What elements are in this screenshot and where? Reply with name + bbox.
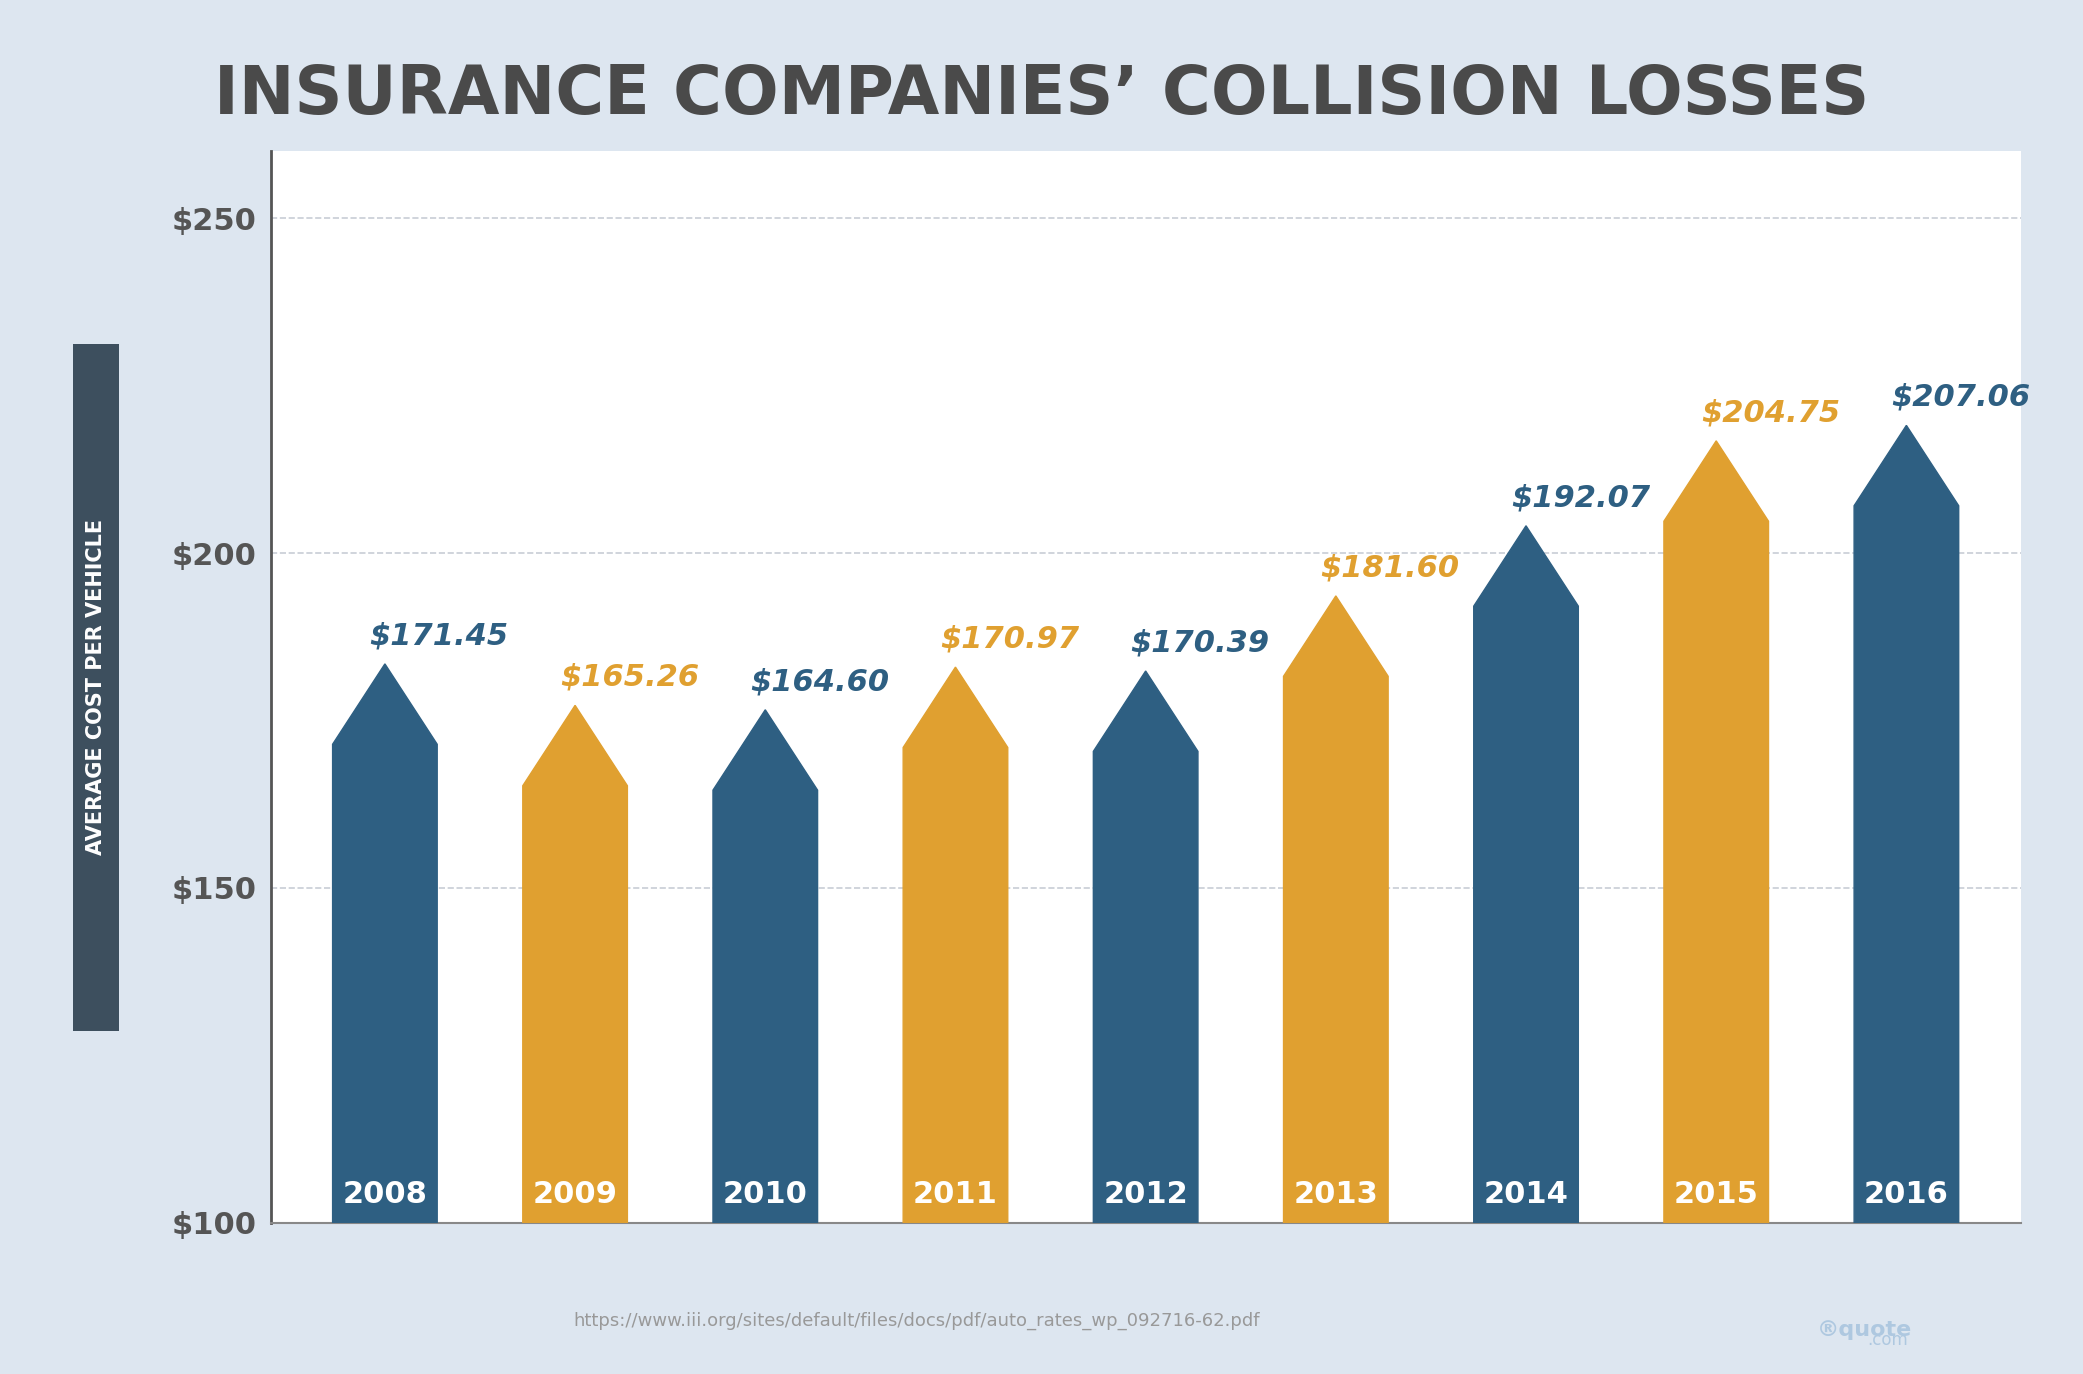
Text: INSURANCE COMPANIES’ COLLISION LOSSES: INSURANCE COMPANIES’ COLLISION LOSSES xyxy=(215,62,1868,128)
Text: $170.39: $170.39 xyxy=(1131,628,1269,658)
Text: .com: .com xyxy=(1866,1331,1908,1349)
Polygon shape xyxy=(1094,671,1198,1223)
Text: 2012: 2012 xyxy=(1104,1180,1187,1209)
Text: AVERAGE COST PER VEHICLE: AVERAGE COST PER VEHICLE xyxy=(85,519,106,855)
Text: $164.60: $164.60 xyxy=(750,668,889,697)
Polygon shape xyxy=(333,664,437,1223)
Polygon shape xyxy=(904,668,1008,1223)
Text: $181.60: $181.60 xyxy=(1321,554,1460,583)
Text: 2015: 2015 xyxy=(1675,1180,1758,1209)
Polygon shape xyxy=(1664,441,1768,1223)
Text: $192.07: $192.07 xyxy=(1510,484,1650,513)
Text: $170.97: $170.97 xyxy=(939,625,1079,654)
Text: 2013: 2013 xyxy=(1294,1180,1379,1209)
Polygon shape xyxy=(1283,596,1387,1223)
Text: 2009: 2009 xyxy=(533,1180,617,1209)
Text: https://www.iii.org/sites/default/files/docs/pdf/auto_rates_wp_092716-62.pdf: https://www.iii.org/sites/default/files/… xyxy=(573,1312,1260,1330)
Polygon shape xyxy=(712,710,817,1223)
Text: 2016: 2016 xyxy=(1864,1180,1950,1209)
Text: ®quote: ®quote xyxy=(1816,1319,1912,1340)
Text: 2008: 2008 xyxy=(342,1180,427,1209)
Text: $165.26: $165.26 xyxy=(560,664,700,692)
Text: 2011: 2011 xyxy=(912,1180,998,1209)
Polygon shape xyxy=(1475,526,1579,1223)
Text: 2010: 2010 xyxy=(723,1180,808,1209)
Text: 2014: 2014 xyxy=(1483,1180,1568,1209)
Polygon shape xyxy=(523,705,627,1223)
Text: $204.75: $204.75 xyxy=(1702,398,1839,427)
Text: $207.06: $207.06 xyxy=(1891,383,2031,412)
Polygon shape xyxy=(1854,426,1958,1223)
Text: $171.45: $171.45 xyxy=(369,621,508,650)
